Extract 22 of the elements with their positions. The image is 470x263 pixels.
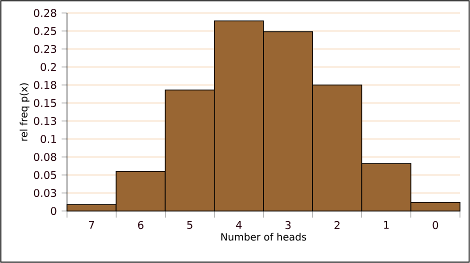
x-tick-label: 6 — [138, 221, 144, 230]
y-tick-label: 0.28 — [34, 8, 56, 18]
y-tick-label: 0.18 — [34, 80, 56, 90]
x-tick-label: 5 — [187, 221, 192, 229]
x-tick-label: 3 — [285, 221, 291, 230]
y-tick-label: 0.25 — [34, 26, 56, 36]
x-tick-label: 4 — [236, 221, 242, 229]
y-axis-title: rel freq p(x) — [20, 83, 30, 141]
x-tick-label: 1 — [384, 221, 389, 229]
y-tick-label: 0.23 — [34, 44, 56, 54]
y-tick-label: 0.15 — [34, 98, 56, 108]
x-tick-label: 0 — [432, 221, 438, 230]
y-tick-label: 0.1 — [40, 134, 56, 144]
x-axis-title: Number of heads — [221, 232, 306, 241]
y-tick-label: 0.08 — [34, 152, 56, 162]
y-tick-label: 0.13 — [34, 116, 56, 126]
y-tick-label: 0.2 — [40, 62, 56, 72]
y-tick-label: 0.03 — [34, 188, 56, 198]
x-tick-label: 7 — [89, 221, 94, 229]
y-tick-label: 0.05 — [34, 170, 56, 180]
y-tick-label: 0 — [50, 206, 56, 216]
x-tick-label: 2 — [334, 221, 340, 229]
